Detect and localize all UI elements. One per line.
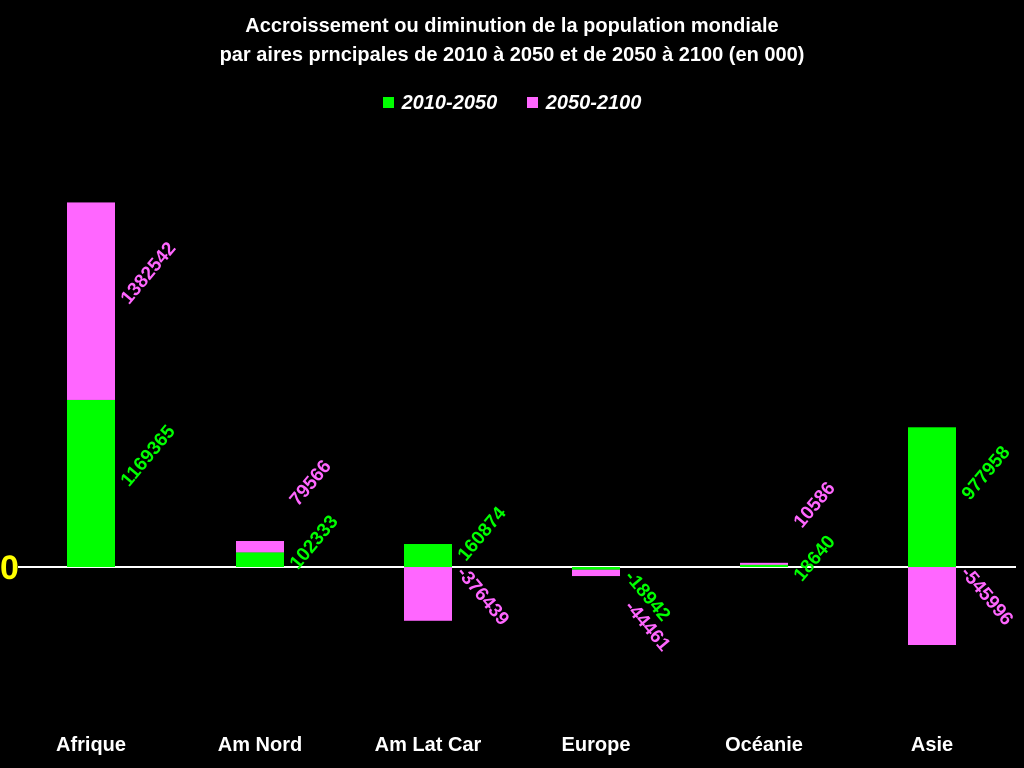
category-label-afrique: Afrique xyxy=(56,734,126,756)
data-label-2050-2100-am-lat-car: -376439 xyxy=(452,563,513,630)
legend-item-2050-2100: 2050-2100 xyxy=(526,90,642,116)
legend-label-2050-2100: 2050-2100 xyxy=(545,92,642,114)
legend-swatch-2010-2050 xyxy=(382,97,394,108)
bar-2010-2050-océanie xyxy=(740,564,788,567)
bar-2010-2050-am-lat-car xyxy=(404,544,452,567)
chart-title-line1: Accroissement ou diminution de la popula… xyxy=(245,15,779,37)
category-label-asie: Asie xyxy=(911,734,953,756)
data-label-2010-2050-asie: 977958 xyxy=(958,442,1015,504)
data-label-2010-2050-am-lat-car: 160874 xyxy=(454,503,511,565)
data-label-2050-2100-afrique: 1382542 xyxy=(117,238,181,308)
data-label-2010-2050-am-nord: 102333 xyxy=(286,512,343,574)
legend-label-2010-2050: 2010-2050 xyxy=(401,92,498,114)
bar-2050-2100-asie xyxy=(908,567,956,645)
data-label-2050-2100-océanie: 10586 xyxy=(790,478,840,532)
legend-item-2010-2050: 2010-2050 xyxy=(382,90,498,116)
bar-2050-2100-am-nord xyxy=(236,541,284,553)
chart-title: Accroissement ou diminution de la popula… xyxy=(0,12,1024,70)
bar-2010-2050-afrique xyxy=(67,399,115,567)
legend: 2010-2050 2050-2100 xyxy=(0,90,1024,116)
bar-2050-2100-afrique xyxy=(67,202,115,400)
data-label-2010-2050-océanie: 18640 xyxy=(790,532,840,586)
bar-2050-2100-am-lat-car xyxy=(404,567,452,621)
bar-2010-2050-am-nord xyxy=(236,552,284,567)
bar-2010-2050-asie xyxy=(908,427,956,567)
legend-swatch-2050-2100 xyxy=(526,97,538,108)
zero-axis-label: 0 xyxy=(0,549,19,587)
bar-2050-2100-océanie xyxy=(740,562,788,565)
category-label-am-nord: Am Nord xyxy=(218,734,302,756)
chart-title-line2: par aires prncipales de 2010 à 2050 et d… xyxy=(219,44,805,66)
data-label-2050-2100-am-nord: 79566 xyxy=(286,456,336,510)
data-label-2010-2050-afrique: 1169365 xyxy=(117,421,180,491)
category-label-océanie: Océanie xyxy=(725,734,803,756)
category-label-europe: Europe xyxy=(562,734,631,756)
data-label-2050-2100-asie: -545996 xyxy=(956,563,1017,630)
category-label-am-lat-car: Am Lat Car xyxy=(375,734,482,756)
bar-2010-2050-europe xyxy=(572,567,620,570)
bar-2050-2100-europe xyxy=(572,569,620,577)
